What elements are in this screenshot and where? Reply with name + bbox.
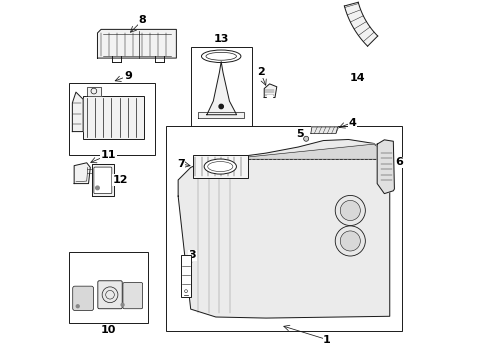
- Polygon shape: [226, 144, 389, 159]
- Text: 9: 9: [124, 71, 132, 81]
- Text: 5: 5: [296, 129, 303, 139]
- Polygon shape: [264, 84, 276, 98]
- Text: 7: 7: [177, 159, 184, 169]
- Polygon shape: [72, 92, 83, 132]
- Bar: [192, 155, 247, 178]
- Polygon shape: [178, 139, 389, 318]
- Circle shape: [303, 136, 308, 141]
- Polygon shape: [92, 164, 113, 196]
- Polygon shape: [344, 2, 377, 46]
- Polygon shape: [86, 87, 101, 96]
- Text: 11: 11: [100, 150, 116, 160]
- Bar: [69, 83, 155, 155]
- Polygon shape: [74, 288, 92, 309]
- Circle shape: [335, 195, 365, 226]
- Bar: [83, 96, 144, 139]
- Polygon shape: [198, 112, 244, 118]
- Bar: [69, 252, 147, 323]
- FancyBboxPatch shape: [94, 167, 112, 194]
- Polygon shape: [97, 30, 176, 58]
- Text: 12: 12: [113, 175, 128, 185]
- Bar: [190, 47, 251, 126]
- Polygon shape: [376, 140, 394, 194]
- Circle shape: [340, 201, 360, 221]
- Text: 8: 8: [138, 15, 146, 26]
- Ellipse shape: [203, 159, 236, 174]
- Circle shape: [96, 186, 99, 190]
- Bar: [181, 255, 191, 297]
- Circle shape: [121, 303, 124, 306]
- Polygon shape: [206, 62, 236, 115]
- Text: 6: 6: [394, 157, 402, 167]
- FancyBboxPatch shape: [122, 283, 142, 309]
- Text: 13: 13: [213, 34, 228, 44]
- Text: 1: 1: [323, 334, 330, 345]
- Text: 10: 10: [101, 325, 116, 334]
- FancyBboxPatch shape: [98, 281, 122, 309]
- Text: 14: 14: [349, 73, 365, 83]
- Text: 2: 2: [256, 67, 264, 77]
- Circle shape: [219, 104, 223, 109]
- Polygon shape: [266, 95, 272, 98]
- Text: 4: 4: [347, 118, 355, 128]
- Bar: [165, 126, 402, 330]
- Circle shape: [335, 226, 365, 256]
- Polygon shape: [74, 163, 90, 184]
- Circle shape: [340, 231, 360, 251]
- Text: 3: 3: [188, 250, 196, 260]
- FancyBboxPatch shape: [73, 286, 93, 311]
- Circle shape: [76, 305, 79, 308]
- Polygon shape: [310, 127, 337, 134]
